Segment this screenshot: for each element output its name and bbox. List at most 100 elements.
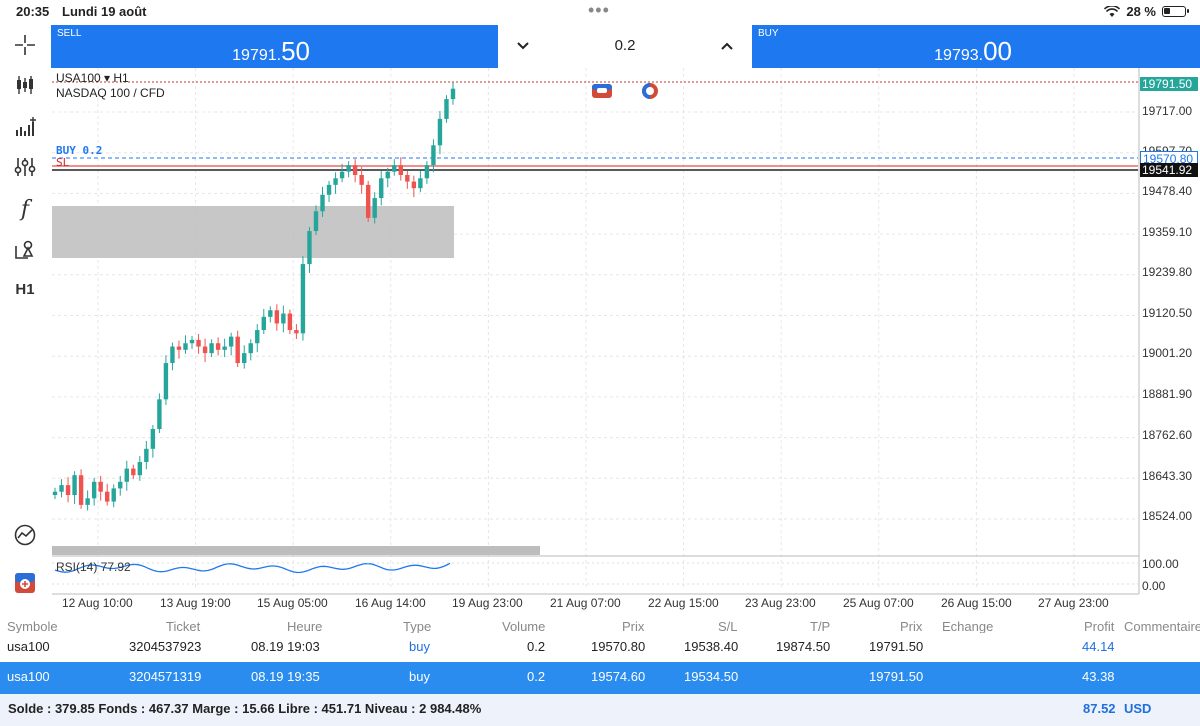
candle-body [385, 171, 390, 179]
candle-body [248, 343, 253, 354]
buy-line-label: BUY 0.2 [56, 144, 103, 157]
candle-body [242, 353, 247, 364]
x-tick: 19 Aug 23:00 [452, 596, 523, 610]
objects-icon[interactable] [12, 236, 38, 262]
chart-canvas [52, 68, 1140, 595]
candle-body [411, 181, 417, 189]
chevron-up-icon[interactable] [716, 35, 738, 57]
event-flag-icon[interactable] [592, 83, 612, 98]
x-tick: 16 Aug 14:00 [355, 596, 426, 610]
x-tick: 13 Aug 19:00 [160, 596, 231, 610]
col-comment: Commentaire [1124, 619, 1200, 634]
candle-body [352, 165, 358, 175]
y-tick: 19120.50 [1142, 306, 1193, 320]
account-summary: Solde : 379.85 Fonds : 467.37 Marge : 15… [8, 701, 482, 716]
cell-current-price: 19791.50 [869, 639, 924, 654]
function-icon[interactable]: f [20, 196, 30, 222]
sell-button[interactable]: SELL 19791.50 [51, 25, 498, 68]
cell-profit: 44.14 [1082, 639, 1115, 654]
x-tick: 25 Aug 07:00 [843, 596, 914, 610]
x-tick: 12 Aug 10:00 [62, 596, 133, 610]
new-order-icon[interactable] [12, 570, 38, 596]
candle-body [118, 481, 123, 489]
candle-body [150, 429, 156, 449]
candle-body [431, 145, 436, 166]
candle-body [326, 184, 332, 195]
wifi-icon [1104, 5, 1121, 17]
total-profit: 87.52 [1083, 701, 1116, 716]
cell-current-price: 19791.50 [869, 669, 924, 684]
volume-value[interactable]: 0.2 [614, 37, 636, 54]
candle-body [274, 310, 280, 324]
timeframe-button[interactable]: H1 [15, 280, 35, 298]
battery-percent: 28 % [1126, 4, 1156, 19]
candle-body [424, 165, 430, 179]
candle-body [91, 481, 97, 499]
volume-selector: 0.2 [498, 25, 752, 68]
sell-price: 19791.50 [232, 36, 310, 66]
cell-sl: 19538.40 [684, 639, 739, 654]
buy-button[interactable]: BUY 19793.00 [752, 25, 1200, 68]
x-tick: 23 Aug 23:00 [745, 596, 816, 610]
candle-body [222, 346, 227, 350]
rsi-tick: 100.00 [1142, 557, 1179, 571]
candle-body [333, 178, 338, 185]
col-type: Type [403, 619, 432, 634]
cell-symbol: usa100 [7, 639, 50, 654]
col-volume: Volume [502, 619, 546, 634]
candle-body [215, 343, 221, 350]
candle-body [202, 346, 208, 354]
y-tick: 18524.00 [1142, 509, 1193, 523]
candle-body [176, 346, 182, 350]
cell-ticket: 3204537923 [129, 639, 202, 654]
multitask-dots-icon[interactable]: ••• [588, 0, 610, 20]
table-row[interactable]: usa100 3204571319 08.19 19:35 buy 0.2 19… [0, 662, 1200, 694]
y-tick: 19717.00 [1142, 104, 1193, 118]
chevron-down-icon[interactable] [512, 35, 534, 57]
cell-ticket: 3204571319 [129, 669, 202, 684]
candle-body [170, 346, 175, 364]
y-tick: 18881.90 [1142, 387, 1193, 401]
candle-body [398, 165, 404, 175]
candle-body [437, 118, 443, 146]
candle-body [124, 468, 129, 482]
trade-history-icon[interactable] [12, 522, 38, 548]
chart-symbol[interactable]: USA100 ▾ H1 [56, 71, 129, 85]
event-circle-icon[interactable] [640, 82, 658, 99]
col-tp: T/P [810, 619, 831, 634]
candle-body [183, 343, 188, 350]
y-tick: 18762.60 [1142, 428, 1193, 442]
candle-body [255, 330, 260, 344]
status-bar: 20:35 Lundi 19 août ••• 28 % [0, 0, 1200, 24]
candle-body [189, 339, 195, 344]
chart-description: NASDAQ 100 / CFD [56, 86, 165, 100]
candle-body [85, 498, 90, 505]
col-price: Prix [622, 619, 645, 634]
candle-body [196, 339, 201, 347]
chart-type-candles-icon[interactable] [12, 72, 38, 98]
buy-label: BUY [758, 28, 779, 39]
candle-body [137, 462, 143, 476]
settings-sliders-icon[interactable] [12, 154, 38, 180]
col-ticket: Ticket [166, 619, 201, 634]
account-currency: USD [1124, 701, 1152, 716]
candle-body [59, 485, 64, 492]
candle-body [268, 310, 273, 317]
indicators-icon[interactable] [12, 114, 38, 140]
cell-tp: 19874.50 [776, 639, 831, 654]
candle-body [300, 264, 306, 334]
candle-body [72, 475, 77, 496]
crosshair-icon[interactable] [12, 32, 38, 58]
table-row[interactable]: usa100 3204537923 08.19 19:03 buy 0.2 19… [0, 633, 1200, 664]
cell-profit: 43.38 [1082, 669, 1115, 684]
col-sl: S/L [718, 619, 738, 634]
candle-body [235, 336, 240, 364]
candle-body [287, 313, 293, 331]
buy-price-tag: 19570.80 [1140, 151, 1198, 166]
candle-body [313, 211, 319, 232]
y-tick: 18643.30 [1142, 469, 1193, 483]
candle-body [392, 165, 397, 172]
candle-body [359, 174, 364, 185]
price-chart[interactable]: USA100 ▾ H1 NASDAQ 100 / CFD BUY 0.2 SL … [0, 68, 1200, 610]
candle-body [281, 313, 286, 324]
